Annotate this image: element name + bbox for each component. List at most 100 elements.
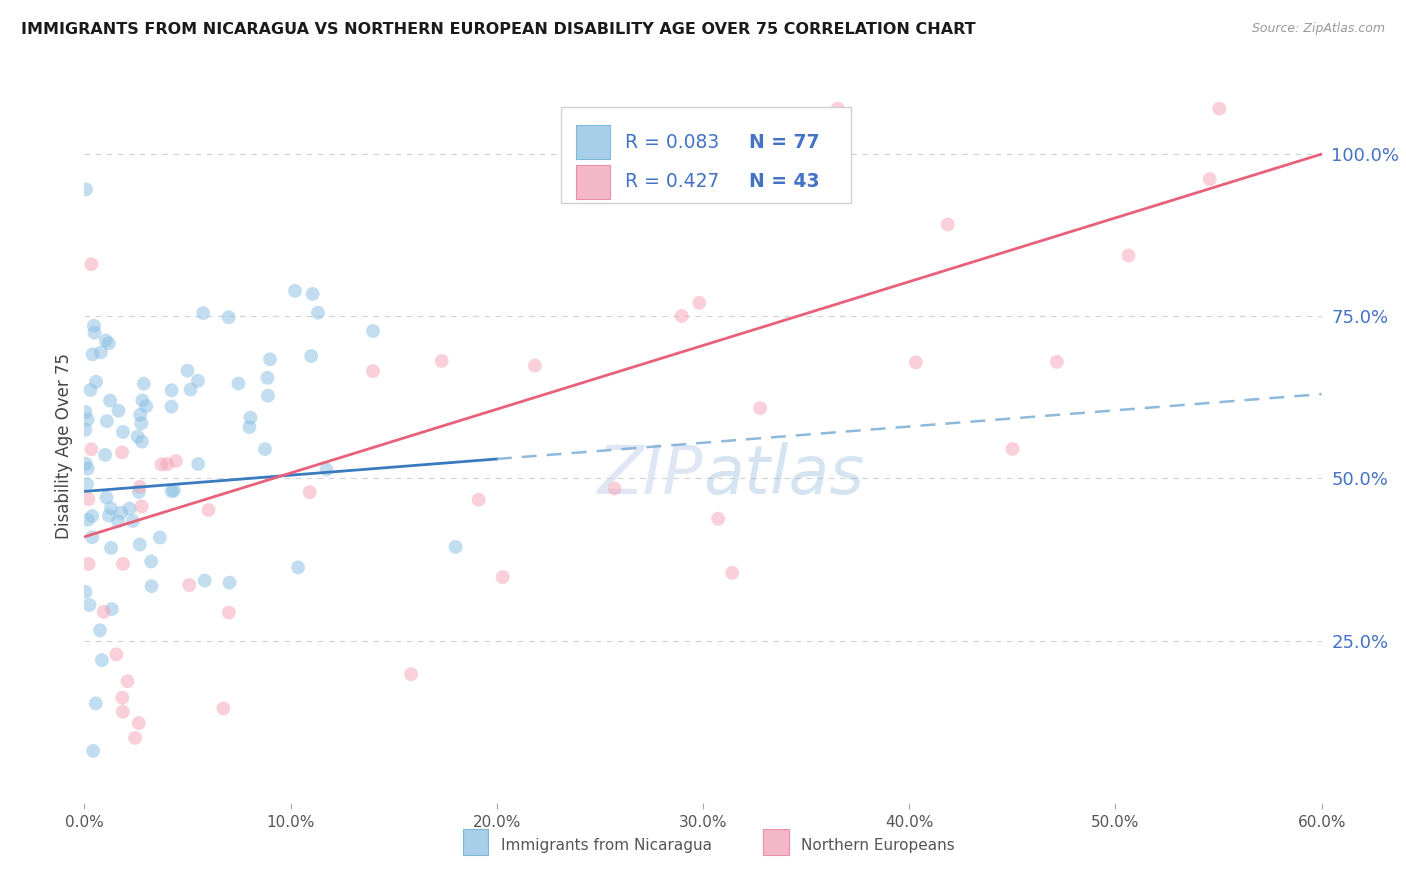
Point xyxy=(121,514,143,528)
Point xyxy=(100,541,122,555)
Point xyxy=(76,461,98,475)
Point xyxy=(127,429,149,443)
Point xyxy=(82,744,104,758)
Point xyxy=(94,448,117,462)
Y-axis label: Disability Age Over 75: Disability Age Over 75 xyxy=(55,353,73,539)
Point xyxy=(79,383,101,397)
Point xyxy=(1046,355,1069,369)
Point xyxy=(228,376,250,391)
Point xyxy=(128,715,150,730)
Point xyxy=(118,501,141,516)
Point xyxy=(112,557,135,571)
Point xyxy=(307,306,329,320)
Point xyxy=(163,483,186,498)
Point xyxy=(150,458,173,472)
Point xyxy=(218,606,240,620)
Point xyxy=(523,359,546,373)
Point xyxy=(187,374,209,388)
Point xyxy=(107,403,129,417)
Point xyxy=(361,324,384,338)
Point xyxy=(239,410,262,425)
Point xyxy=(197,503,219,517)
Point xyxy=(96,414,118,428)
Text: IMMIGRANTS FROM NICARAGUA VS NORTHERN EUROPEAN DISABILITY AGE OVER 75 CORRELATIO: IMMIGRANTS FROM NICARAGUA VS NORTHERN EU… xyxy=(21,22,976,37)
Point xyxy=(176,364,198,378)
Point xyxy=(110,506,132,520)
Point xyxy=(83,318,105,333)
Point xyxy=(1198,172,1220,186)
Point xyxy=(1208,102,1230,116)
Point xyxy=(75,457,97,471)
Point xyxy=(444,540,467,554)
Text: atlas: atlas xyxy=(703,442,865,508)
Point xyxy=(259,352,281,367)
Point xyxy=(688,296,710,310)
Point xyxy=(105,648,128,662)
Point xyxy=(77,557,100,571)
Point xyxy=(218,575,240,590)
Point xyxy=(97,508,120,523)
Point xyxy=(84,697,107,711)
Point xyxy=(107,515,129,529)
Point xyxy=(467,492,489,507)
Point xyxy=(111,445,134,459)
Point xyxy=(90,653,112,667)
Point xyxy=(94,334,117,348)
Point xyxy=(80,257,103,271)
Point xyxy=(117,674,139,689)
Point xyxy=(131,500,153,514)
Point xyxy=(160,384,183,398)
Point xyxy=(111,690,134,705)
Point xyxy=(187,457,209,471)
Point xyxy=(97,336,120,351)
Point xyxy=(141,554,163,568)
Point xyxy=(238,420,260,434)
Point xyxy=(128,537,150,551)
Point xyxy=(149,531,172,545)
Point xyxy=(76,412,98,426)
Point xyxy=(96,491,118,505)
Text: R = 0.083: R = 0.083 xyxy=(626,133,720,152)
Point xyxy=(82,530,104,544)
Point xyxy=(111,425,134,439)
Point xyxy=(129,417,152,431)
Point xyxy=(1001,442,1024,456)
Point xyxy=(111,705,134,719)
Point xyxy=(707,511,730,525)
Point xyxy=(603,482,626,496)
Point xyxy=(749,401,772,416)
Point xyxy=(75,585,97,599)
Point xyxy=(76,477,98,491)
Point xyxy=(79,598,101,612)
Point xyxy=(287,560,309,574)
Point xyxy=(904,355,927,369)
Point xyxy=(361,364,384,378)
Text: Source: ZipAtlas.com: Source: ZipAtlas.com xyxy=(1251,22,1385,36)
Point xyxy=(77,492,100,507)
Text: ZIP: ZIP xyxy=(598,442,703,508)
Point xyxy=(128,485,150,500)
Point xyxy=(98,393,121,408)
Point xyxy=(80,442,103,457)
Point xyxy=(256,371,278,385)
Point xyxy=(156,457,179,471)
Point xyxy=(301,287,323,301)
Point xyxy=(82,347,104,361)
Point xyxy=(75,182,97,196)
Text: Northern Europeans: Northern Europeans xyxy=(801,838,955,853)
Point xyxy=(827,102,849,116)
Point xyxy=(191,306,214,320)
Point xyxy=(101,602,124,616)
Point xyxy=(90,345,112,359)
Point xyxy=(284,284,307,298)
Text: Immigrants from Nicaragua: Immigrants from Nicaragua xyxy=(501,838,711,853)
Point xyxy=(135,399,157,413)
Point xyxy=(492,570,515,584)
Text: N = 77: N = 77 xyxy=(749,133,820,152)
Point xyxy=(124,731,146,745)
FancyBboxPatch shape xyxy=(561,107,852,203)
Point xyxy=(218,310,240,325)
Point xyxy=(1118,248,1140,262)
Point xyxy=(179,578,201,592)
Point xyxy=(131,434,153,449)
